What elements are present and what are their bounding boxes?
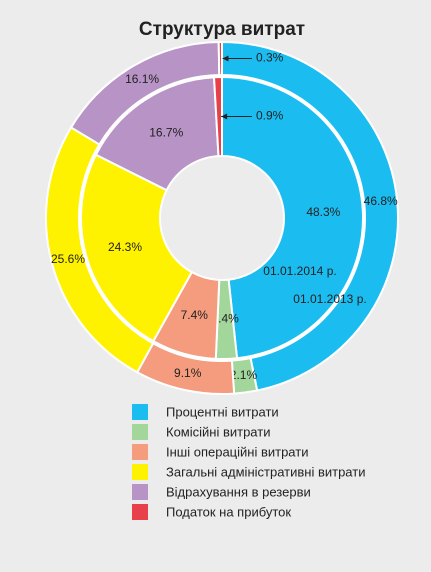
legend-swatch <box>132 404 148 420</box>
arrow-head <box>222 55 229 62</box>
data-label: 25.6% <box>51 252 85 266</box>
legend-label: Інші операційні витрати <box>166 444 308 459</box>
data-label: 16.7% <box>149 125 183 139</box>
data-label: 0.3% <box>256 51 284 65</box>
donut-segment <box>217 40 223 77</box>
data-label: 46.8% <box>364 194 398 208</box>
data-label: 7.4% <box>181 308 209 322</box>
series-label: 01.01.2014 р. <box>263 264 336 278</box>
data-label: 24.3% <box>108 240 142 254</box>
chart-title: Структура витрат <box>139 19 305 40</box>
legend-label: Процентні витрати <box>166 404 279 419</box>
legend-label: Загальні адміністративні витрати <box>166 464 365 479</box>
data-label: 0.9% <box>256 109 284 123</box>
donut-segment <box>80 153 194 343</box>
data-label: 16.1% <box>125 72 159 86</box>
legend-label: Комісійні витрати <box>166 424 270 439</box>
donut-segment <box>212 75 223 158</box>
legend-swatch <box>132 424 148 440</box>
donut-segment <box>221 75 364 360</box>
legend-swatch <box>132 444 148 460</box>
donut-segment <box>94 76 220 192</box>
arrow-head <box>221 113 228 120</box>
legend-label: Податок на прибуток <box>166 504 291 519</box>
series-label: 01.01.2013 р. <box>293 292 366 306</box>
legend-swatch <box>132 464 148 480</box>
legend-swatch <box>132 504 148 520</box>
data-label: 9.1% <box>174 366 202 380</box>
legend-label: Відрахування в резерви <box>166 484 311 499</box>
data-label: 48.3% <box>306 205 340 219</box>
data-label: 2.1% <box>230 368 258 382</box>
legend-swatch <box>132 484 148 500</box>
